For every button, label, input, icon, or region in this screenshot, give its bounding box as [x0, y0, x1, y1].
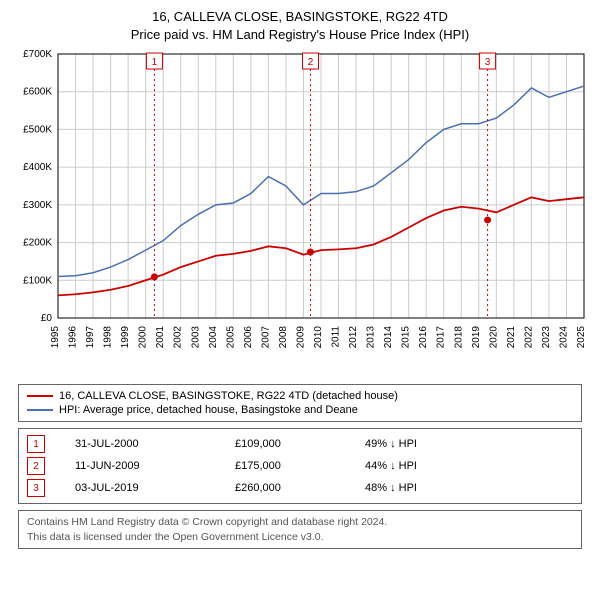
- svg-text:2006: 2006: [243, 326, 254, 349]
- legend-swatch: [27, 409, 53, 411]
- marker-price: £260,000: [235, 482, 335, 494]
- svg-text:2021: 2021: [506, 326, 517, 349]
- svg-text:£0: £0: [41, 313, 53, 324]
- svg-text:2023: 2023: [541, 326, 552, 349]
- svg-text:2011: 2011: [331, 326, 342, 348]
- legend-label: 16, CALLEVA CLOSE, BASINGSTOKE, RG22 4TD…: [59, 390, 398, 402]
- svg-text:2008: 2008: [278, 326, 289, 349]
- marker-badge: 1: [27, 435, 45, 453]
- svg-text:2014: 2014: [383, 326, 394, 349]
- svg-text:2005: 2005: [225, 326, 236, 349]
- svg-text:3: 3: [485, 57, 491, 68]
- svg-text:2007: 2007: [260, 326, 271, 349]
- legend-swatch: [27, 395, 53, 397]
- svg-text:2022: 2022: [523, 326, 534, 349]
- svg-text:2013: 2013: [366, 326, 377, 349]
- svg-text:2010: 2010: [313, 326, 324, 349]
- line-chart-svg: £0 £100K £200K £300K £400K £500K £600K £700K 199…: [8, 48, 592, 378]
- svg-text:2012: 2012: [348, 326, 359, 349]
- svg-text:2009: 2009: [295, 326, 306, 349]
- marker-date: 03-JUL-2019: [75, 482, 205, 494]
- svg-text:2000: 2000: [138, 326, 149, 349]
- marker-row: 2 11-JUN-2009 £175,000 44% ↓ HPI: [27, 455, 573, 477]
- svg-text:1996: 1996: [68, 326, 79, 349]
- marker-row: 3 03-JUL-2019 £260,000 48% ↓ HPI: [27, 477, 573, 499]
- marker-date: 11-JUN-2009: [75, 460, 205, 472]
- svg-text:2025: 2025: [576, 326, 587, 349]
- legend-item: HPI: Average price, detached house, Basi…: [27, 403, 573, 417]
- svg-text:2018: 2018: [453, 326, 464, 349]
- marker-price: £109,000: [235, 438, 335, 450]
- svg-text:£400K: £400K: [23, 163, 52, 174]
- marker-pct: 44% ↓ HPI: [365, 460, 505, 472]
- marker-row: 1 31-JUL-2000 £109,000 49% ↓ HPI: [27, 433, 573, 455]
- svg-text:2001: 2001: [155, 326, 166, 349]
- svg-text:1995: 1995: [50, 326, 61, 349]
- svg-text:1: 1: [152, 57, 158, 68]
- svg-text:1997: 1997: [85, 326, 96, 349]
- attribution-line-1: Contains HM Land Registry data © Crown c…: [27, 515, 573, 529]
- svg-text:£300K: £300K: [23, 200, 52, 211]
- marker-table: 1 31-JUL-2000 £109,000 49% ↓ HPI 2 11-JUN-200…: [18, 428, 582, 504]
- legend: 16, CALLEVA CLOSE, BASINGSTOKE, RG22 4TD…: [18, 384, 582, 422]
- marker-pct: 49% ↓ HPI: [365, 438, 505, 450]
- svg-text:1999: 1999: [120, 326, 131, 349]
- svg-text:2020: 2020: [488, 326, 499, 349]
- svg-text:£700K: £700K: [23, 49, 52, 60]
- legend-item: 16, CALLEVA CLOSE, BASINGSTOKE, RG22 4TD…: [27, 389, 573, 403]
- svg-text:2004: 2004: [208, 326, 219, 349]
- marker-date: 31-JUL-2000: [75, 438, 205, 450]
- attribution-line-2: This data is licensed under the Open Gov…: [27, 530, 573, 544]
- svg-text:2017: 2017: [436, 326, 447, 349]
- svg-text:2003: 2003: [190, 326, 201, 349]
- title-line-2: Price paid vs. HM Land Registry's House …: [8, 26, 592, 44]
- marker-pct: 48% ↓ HPI: [365, 482, 505, 494]
- marker-badge: 2: [27, 457, 45, 475]
- chart-area: £0 £100K £200K £300K £400K £500K £600K £700K 199…: [8, 48, 592, 378]
- svg-text:2002: 2002: [173, 326, 184, 349]
- marker-price: £175,000: [235, 460, 335, 472]
- chart-title: 16, CALLEVA CLOSE, BASINGSTOKE, RG22 4TD…: [8, 8, 592, 44]
- svg-text:2016: 2016: [418, 326, 429, 349]
- svg-text:2024: 2024: [558, 326, 569, 349]
- title-line-1: 16, CALLEVA CLOSE, BASINGSTOKE, RG22 4TD: [8, 8, 592, 26]
- svg-text:£100K: £100K: [23, 276, 52, 287]
- svg-text:£200K: £200K: [23, 238, 52, 249]
- svg-text:2019: 2019: [471, 326, 482, 349]
- svg-text:1998: 1998: [103, 326, 114, 349]
- attribution: Contains HM Land Registry data © Crown c…: [18, 510, 582, 548]
- svg-text:£500K: £500K: [23, 125, 52, 136]
- svg-text:2: 2: [308, 57, 314, 68]
- svg-text:2015: 2015: [401, 326, 412, 349]
- svg-text:£600K: £600K: [23, 87, 52, 98]
- legend-label: HPI: Average price, detached house, Basi…: [59, 404, 358, 416]
- marker-badge: 3: [27, 479, 45, 497]
